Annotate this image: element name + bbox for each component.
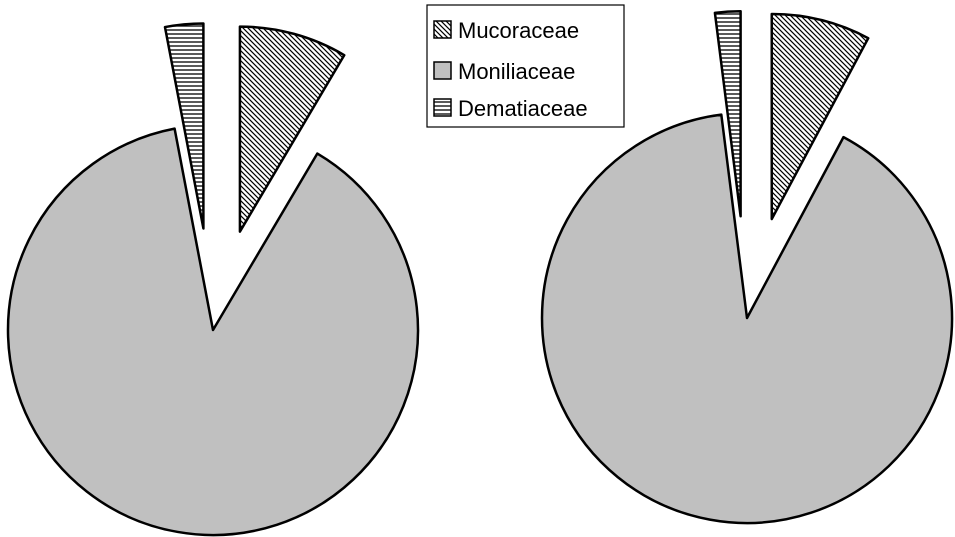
- pie-slice-dematiaceae: [713, 9, 742, 218]
- legend-box: [426, 4, 625, 128]
- legend-swatch-moniliaceae: [433, 61, 452, 80]
- legend-swatch-mucoraceae: [433, 20, 452, 39]
- legend-label-mucoraceae: Mucoraceae: [458, 18, 579, 43]
- pie-chart-left: [6, 22, 420, 537]
- pie-chart-right: [540, 9, 954, 525]
- legend: Mucoraceae Moniliaceae Dematiaceae: [426, 4, 625, 128]
- pie-slice-mucoraceae: [770, 12, 870, 221]
- pie-slice-mucoraceae: [238, 25, 346, 233]
- legend-label-dematiaceae: Dematiaceae: [458, 96, 588, 121]
- legend-swatch-dematiaceae: [433, 98, 452, 117]
- pie-slice-moniliaceae: [6, 127, 420, 537]
- pie-slice-dematiaceae: [163, 22, 205, 230]
- legend-label-moniliaceae: Moniliaceae: [458, 59, 575, 84]
- pie-slice-moniliaceae: [540, 113, 954, 525]
